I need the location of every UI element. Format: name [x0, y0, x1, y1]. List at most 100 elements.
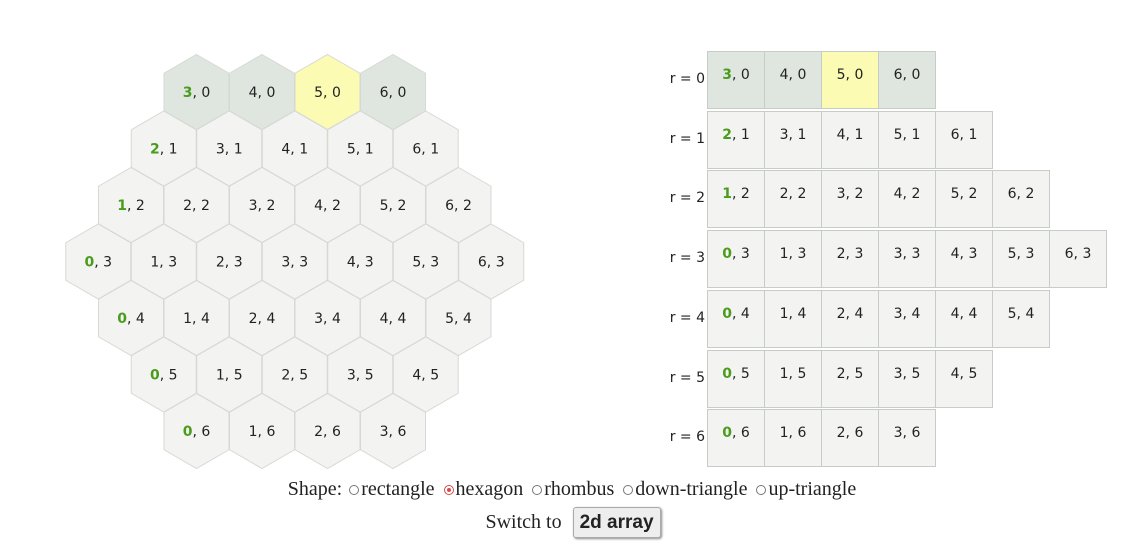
hex-cell-label: 3, 6	[380, 424, 407, 440]
hex-cell-label: 1, 3	[150, 255, 177, 271]
hex-cell-label: 1, 6	[249, 424, 276, 440]
array-cell[interactable]: 2, 1	[707, 110, 765, 169]
shape-controls: Shape: rectangle hexagon rhombus down-tr…	[0, 478, 1146, 501]
array-cell[interactable]: 1, 6	[764, 409, 822, 468]
hex-cell-label: 3, 5	[347, 368, 374, 384]
array-cell[interactable]: 5, 0	[821, 51, 879, 109]
array-cell[interactable]: 2, 6	[821, 409, 879, 468]
array-cell-label: 0, 4	[722, 305, 750, 322]
array-cell[interactable]: 4, 3	[935, 230, 993, 289]
radio-down-triangle[interactable]	[623, 485, 634, 495]
hex-cell-label: 4, 3	[347, 255, 374, 271]
hex-cell-label: 3, 1	[216, 142, 243, 158]
array-cell-label: 4, 3	[950, 246, 978, 263]
shape-option-rhombus[interactable]: rhombus	[532, 478, 614, 500]
array-cell[interactable]: 3, 1	[764, 110, 822, 169]
array-cell-label: 0, 5	[722, 365, 750, 382]
shape-option-hexagon[interactable]: hexagon	[443, 478, 523, 500]
array-cell[interactable]: 3, 6	[878, 409, 936, 468]
array-cell-label: 0, 3	[722, 246, 750, 263]
array-cell[interactable]: 6, 3	[1049, 230, 1107, 289]
hex-cell-label: 3, 4	[314, 311, 341, 327]
array-cell[interactable]: 1, 5	[764, 349, 822, 408]
hex-cell-label: 3, 3	[281, 255, 308, 271]
array-cell[interactable]: 1, 2	[707, 170, 765, 229]
array-cell[interactable]: 5, 2	[935, 170, 993, 229]
row-label: r = 6	[669, 429, 705, 446]
array-cell[interactable]: 3, 3	[878, 230, 936, 289]
array-cell[interactable]: 6, 2	[992, 170, 1050, 229]
hex-cell-label: 5, 3	[412, 255, 439, 271]
radio-rhombus[interactable]	[532, 485, 543, 495]
shape-option-up-triangle[interactable]: up-triangle	[756, 478, 856, 500]
array-cell[interactable]: 1, 4	[764, 289, 822, 348]
array-cell[interactable]: 4, 5	[935, 349, 993, 408]
row-label: r = 5	[669, 369, 705, 386]
array-cell-label: 3, 3	[893, 246, 921, 263]
array-cell-label: 2, 5	[836, 365, 864, 382]
array-cell-label: 6, 0	[893, 67, 921, 83]
array-cell[interactable]: 0, 5	[707, 349, 765, 408]
hex-cell[interactable]	[294, 392, 361, 470]
array-cell-label: 3, 6	[893, 425, 921, 442]
array-cell-label: 1, 3	[779, 246, 807, 263]
array-cell-label: 5, 0	[836, 67, 864, 83]
hex-cell-label: 0, 5	[150, 368, 178, 384]
radio-up-triangle[interactable]	[756, 485, 767, 495]
array-row: r = 1 2, 1 3, 1 4, 1 5, 1 6, 1	[655, 110, 1105, 169]
array-cell[interactable]: 2, 5	[821, 349, 879, 408]
hex-cell-label: 6, 0	[380, 85, 407, 101]
hex-cell-label: 3, 2	[249, 198, 276, 214]
array-cell[interactable]: 0, 4	[707, 289, 765, 348]
shape-option-down-triangle[interactable]: down-triangle	[623, 478, 747, 500]
array-cell[interactable]: 3, 5	[878, 349, 936, 408]
hex-cell-label: 4, 5	[412, 368, 439, 384]
shape-option-rectangle[interactable]: rectangle	[349, 478, 435, 500]
array-cell-label: 4, 0	[779, 67, 807, 83]
row-label: r = 2	[669, 190, 705, 207]
row-label: r = 3	[669, 250, 705, 267]
hex-cell-label: 2, 6	[314, 424, 341, 440]
array-cell[interactable]: 3, 4	[878, 289, 936, 348]
array-cell[interactable]: 4, 1	[821, 110, 879, 169]
array-cell[interactable]: 4, 4	[935, 289, 993, 348]
array-cell-label: 6, 2	[1007, 186, 1035, 203]
array-cell-label: 5, 2	[950, 186, 978, 203]
array-cell[interactable]: 0, 3	[707, 230, 765, 289]
array-cell[interactable]: 3, 0	[707, 51, 765, 109]
array-cell[interactable]: 0, 6	[707, 409, 765, 468]
array-cell[interactable]: 4, 0	[764, 51, 822, 109]
array-cell-label: 5, 4	[1007, 305, 1035, 322]
array-cell[interactable]: 5, 1	[878, 110, 936, 169]
array-row: r = 6 0, 6 1, 6 2, 6 3, 6	[655, 409, 1105, 468]
radio-hexagon[interactable]	[443, 485, 454, 495]
hex-cell-label: 6, 2	[445, 198, 472, 214]
array-cell[interactable]: 3, 2	[821, 170, 879, 229]
hex-cell-label: 0, 4	[117, 311, 145, 327]
hex-cell-label: 2, 1	[150, 142, 178, 158]
radio-rectangle[interactable]	[349, 485, 360, 495]
array-cell[interactable]: 5, 4	[992, 289, 1050, 348]
array-cell-label: 6, 1	[950, 126, 978, 143]
hex-cell[interactable]	[360, 392, 426, 470]
array-cell[interactable]: 2, 2	[764, 170, 822, 229]
array-cell-label: 4, 1	[836, 126, 864, 143]
hex-cell-label: 0, 6	[183, 424, 211, 440]
array-cell-label: 3, 2	[836, 186, 864, 203]
array-cell-label: 5, 1	[893, 126, 921, 143]
hex-cell-label: 6, 3	[478, 255, 505, 271]
hex-cell[interactable]	[229, 392, 295, 470]
array-row: r = 0 3, 0 4, 0 5, 0 6, 0	[655, 51, 1105, 109]
array-cell[interactable]: 6, 1	[935, 110, 993, 169]
array-cell-label: 2, 2	[779, 186, 807, 203]
hex-cell-label: 5, 2	[380, 198, 407, 214]
array-cell[interactable]: 6, 0	[878, 51, 936, 109]
array-cell[interactable]: 2, 4	[821, 289, 879, 348]
array-cell[interactable]: 4, 2	[878, 170, 936, 229]
array-cell[interactable]: 1, 3	[764, 230, 822, 289]
array-cell[interactable]: 2, 3	[821, 230, 879, 289]
array-cell-label: 2, 1	[722, 126, 750, 143]
switch-2d-array-button[interactable]: 2d array	[572, 507, 661, 538]
hex-cell[interactable]	[163, 392, 230, 470]
array-cell[interactable]: 5, 3	[992, 230, 1050, 289]
